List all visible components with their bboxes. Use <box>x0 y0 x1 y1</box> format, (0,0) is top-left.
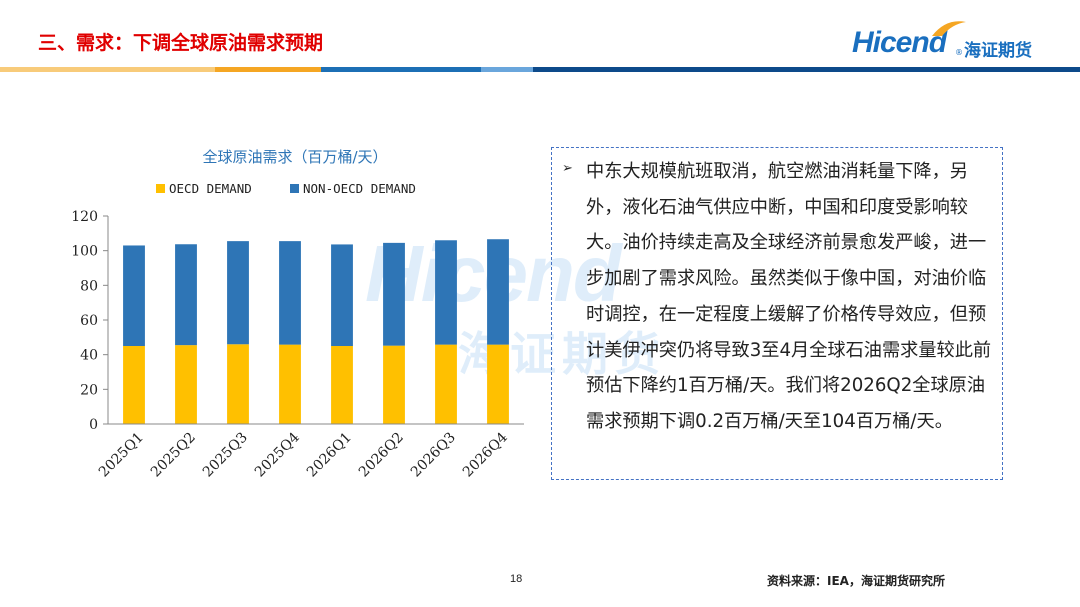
legend-swatch <box>290 184 299 193</box>
chart-bars <box>123 239 509 424</box>
bar-oecd-demand <box>435 344 457 424</box>
x-tick-label: 2025Q1 <box>96 430 147 481</box>
logo-swoosh-icon <box>932 21 966 36</box>
bar-non-oecd-demand <box>383 242 405 346</box>
x-tick-label: 2025Q4 <box>252 429 303 480</box>
bar-non-oecd-demand <box>123 245 145 346</box>
x-tick-label: 2025Q3 <box>200 430 251 481</box>
bar-non-oecd-demand <box>435 240 457 345</box>
legend-label: OECD DEMAND <box>169 181 252 196</box>
chart-title: 全球原油需求（百万桶/天） <box>202 148 387 166</box>
x-tick-label: 2026Q1 <box>304 430 355 481</box>
demand-stacked-bar-chart: 全球原油需求（百万桶/天） OECD DEMAND NON-OECD DEMAND… <box>71 148 524 481</box>
bar-oecd-demand <box>227 344 249 424</box>
y-axis: 0 20 40 60 80 100 120 <box>71 209 109 433</box>
chart-legend: OECD DEMAND NON-OECD DEMAND <box>156 181 416 196</box>
logo-registered-mark: ® <box>955 48 963 57</box>
bar-oecd-demand <box>487 344 509 424</box>
x-tick-label: 2025Q2 <box>148 430 199 481</box>
source-note: 资料来源：IEA，海证期货研究所 <box>767 574 945 588</box>
y-tick-label: 80 <box>80 278 98 294</box>
y-tick-label: 20 <box>80 382 98 398</box>
analysis-paragraph: 中东大规模航班取消，航空燃油消耗量下降，另外，液化石油气供应中断，中国和印度受影… <box>586 161 992 432</box>
logo-text-cn: 海证期货 <box>964 41 1032 61</box>
analysis-text-box: ➢ 中东大规模航班取消，航空燃油消耗量下降，另外，液化石油气供应中断，中国和印度… <box>551 147 1003 480</box>
x-tick-label: 2026Q2 <box>356 430 407 481</box>
y-tick-label: 40 <box>80 348 98 364</box>
slide-title: 三、需求：下调全球原油需求预期 <box>38 32 324 54</box>
x-axis: 2025Q1 2025Q2 2025Q3 2025Q4 2026Q1 2026Q2 2026… <box>96 423 524 481</box>
bar-oecd-demand <box>331 346 353 424</box>
y-tick-label: 120 <box>71 209 98 225</box>
header-bar-segment <box>533 67 1080 72</box>
legend-swatch <box>156 184 165 193</box>
bar-non-oecd-demand <box>331 244 353 346</box>
brand-logo: Hicend ® 海证期货 <box>852 21 1052 66</box>
bar-oecd-demand <box>123 346 145 424</box>
x-tick-label: 2026Q3 <box>408 430 459 481</box>
bar-non-oecd-demand <box>227 241 249 345</box>
x-tick-label: 2026Q4 <box>460 429 511 480</box>
logo-text-en: Hicend <box>852 26 947 59</box>
bar-non-oecd-demand <box>175 244 197 346</box>
header-bar-segment <box>0 67 215 72</box>
bar-oecd-demand <box>383 345 405 424</box>
legend-label: NON-OECD DEMAND <box>303 181 416 196</box>
page-number: 18 <box>510 573 523 585</box>
bar-oecd-demand <box>175 345 197 424</box>
bar-non-oecd-demand <box>487 239 509 345</box>
header-bar-segment <box>321 67 481 72</box>
header-bar-segment <box>215 67 321 72</box>
bar-non-oecd-demand <box>279 241 301 345</box>
bar-oecd-demand <box>279 344 301 424</box>
bullet-arrow-icon: ➢ <box>562 161 573 176</box>
y-tick-label: 0 <box>89 417 98 433</box>
header-bar-segment <box>481 67 533 72</box>
y-tick-label: 100 <box>71 244 98 260</box>
y-tick-label: 60 <box>80 313 98 329</box>
